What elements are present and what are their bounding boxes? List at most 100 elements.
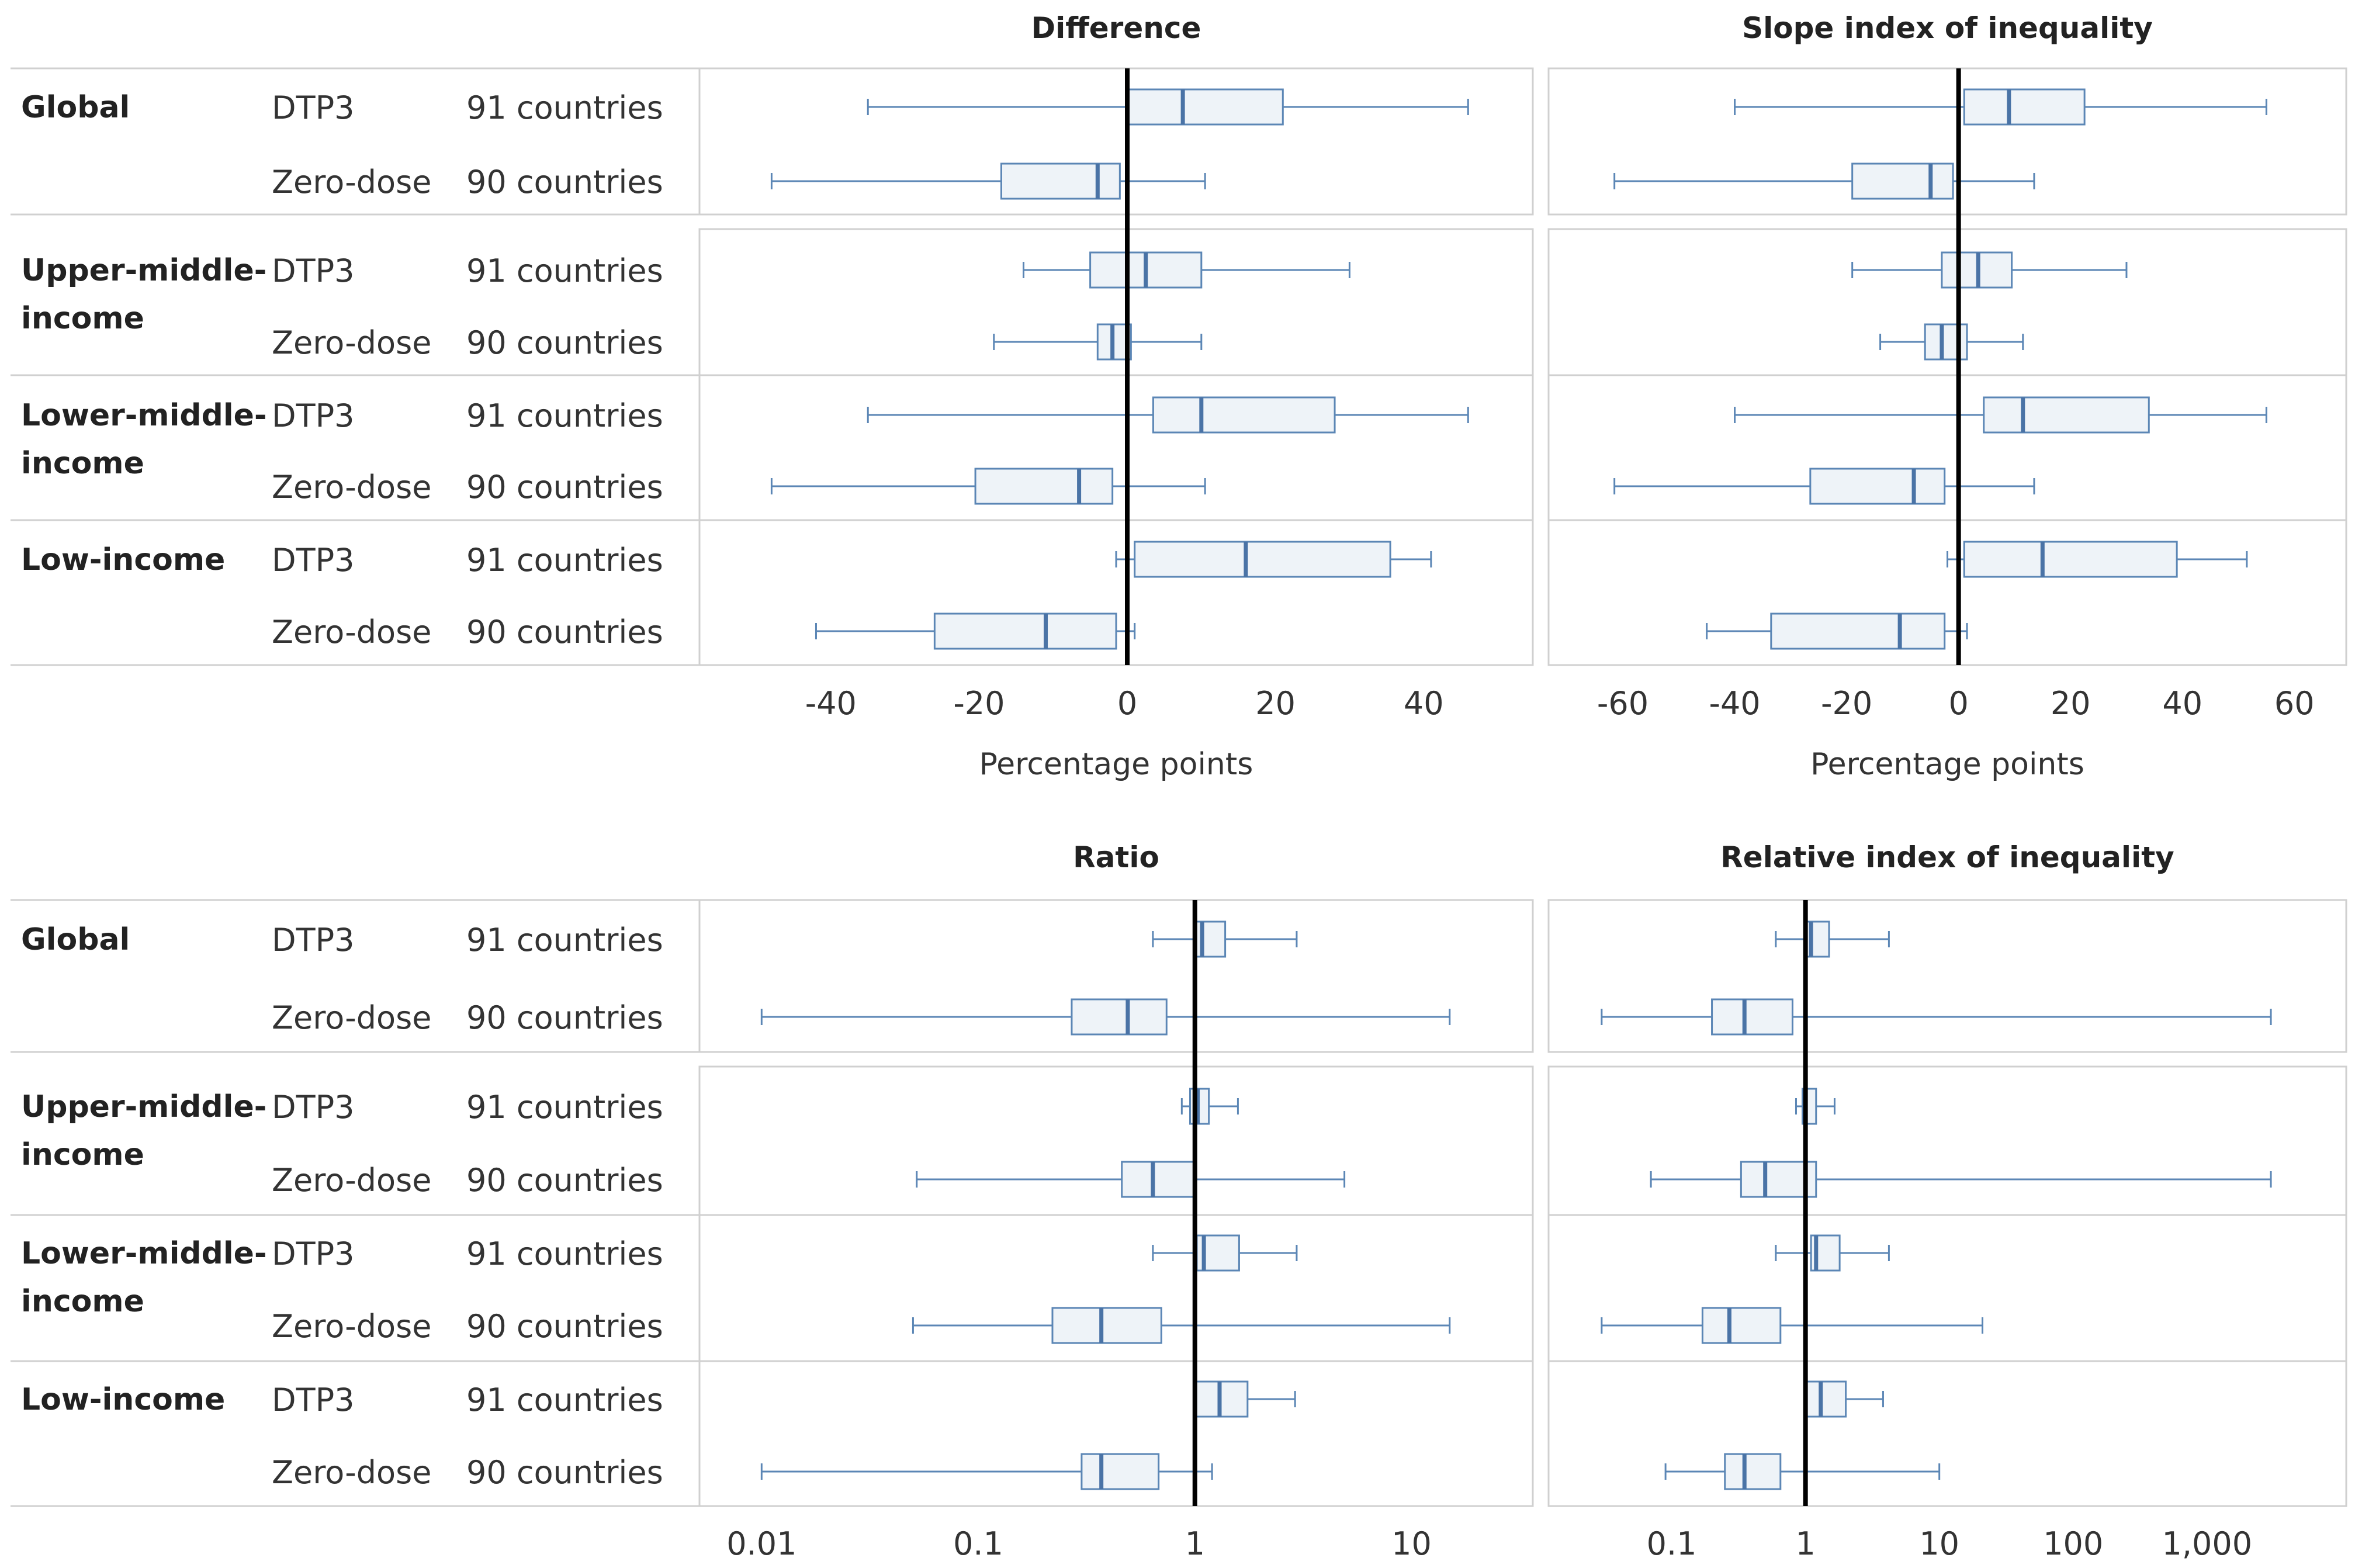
box-low-income-dtp3 [1194, 1380, 1296, 1418]
box-lower-middle-income-zero-dose [1601, 1307, 1983, 1344]
country-count-label: 90 countries [466, 1308, 663, 1345]
x-tick-label: 1,000 [2162, 1525, 2252, 1562]
box-global-dtp3 [867, 88, 1469, 126]
country-count-label: 91 countries [466, 1235, 663, 1272]
panel-title: Ratio [1073, 840, 1159, 874]
indicator-label-zero-dose: Zero-dose [272, 1308, 431, 1345]
panel-title: Slope index of inequality [1742, 11, 2153, 45]
x-tick-label: 20 [2051, 685, 2091, 722]
group-label-upper-middle-income: income [21, 301, 144, 336]
x-tick-label: -40 [805, 685, 857, 722]
x-tick-label: 0.01 [726, 1525, 796, 1562]
x-axis-label: Percentage points [979, 747, 1253, 782]
box-upper-middle-income-zero-dose [1879, 323, 2024, 361]
indicator-label-dtp3: DTP3 [272, 1235, 355, 1272]
group-label-lower-middle-income: income [21, 1284, 144, 1319]
box-low-income-dtp3 [1805, 1380, 1884, 1418]
group-frame [698, 1065, 1534, 1216]
group-label-lower-middle-income: Lower-middle- [21, 398, 267, 433]
section-absolute: Global DTP3 91 countries Zero-dose 90 countr… [11, 11, 2347, 782]
country-count-label: 90 countries [466, 1454, 663, 1491]
country-count-label: 91 countries [466, 542, 663, 579]
x-tick-label: 20 [1255, 685, 1296, 722]
group-frame [1547, 67, 2347, 216]
country-count-label: 91 countries [466, 1382, 663, 1418]
country-count-label: 91 countries [466, 252, 663, 289]
box-iqr [974, 468, 1114, 505]
box-low-income-dtp3 [1947, 541, 2248, 578]
box-lower-middle-income-zero-dose [770, 468, 1206, 505]
box-iqr [1121, 1161, 1195, 1198]
indicator-label-zero-dose: Zero-dose [272, 1454, 431, 1491]
x-tick-label: -20 [953, 685, 1005, 722]
x-tick-label: -20 [1821, 685, 1872, 722]
box-low-income-zero-dose [1706, 612, 1968, 650]
box-low-income-zero-dose [760, 1453, 1213, 1490]
box-global-dtp3 [1152, 920, 1298, 958]
group-frame [698, 519, 1534, 666]
x-axis-label: Percentage points [1810, 747, 2084, 782]
box-iqr [1711, 998, 1793, 1036]
indicator-label-zero-dose: Zero-dose [272, 164, 431, 200]
x-tick-label: 10 [1391, 1525, 1432, 1562]
row-label-block: Global DTP3 91 countries Zero-dose 90 countr… [11, 67, 699, 666]
country-count-label: 90 countries [466, 1162, 663, 1199]
box-lower-middle-income-dtp3 [1152, 1234, 1298, 1272]
box-lower-middle-income-zero-dose [912, 1307, 1451, 1344]
panel-ratio: Ratio 0.01 0.1 1 10 [698, 840, 1534, 1562]
box-iqr [1080, 1453, 1160, 1490]
box-global-zero-dose [1613, 162, 2035, 200]
x-tick-label: 10 [1919, 1525, 1959, 1562]
country-count-label: 90 countries [466, 999, 663, 1036]
group-label-global: Global [21, 922, 130, 957]
box-global-zero-dose [760, 998, 1451, 1036]
group-frame [698, 67, 1534, 216]
box-iqr [1000, 162, 1121, 200]
group-frame [1547, 1065, 2347, 1216]
box-iqr [1051, 1307, 1162, 1344]
box-upper-middle-income-zero-dose [993, 323, 1203, 361]
indicator-label-zero-dose: Zero-dose [272, 614, 431, 650]
group-frame [1547, 1214, 2347, 1362]
box-lower-middle-income-dtp3 [1775, 1234, 1890, 1272]
x-tick-label: 60 [2274, 685, 2315, 722]
row-label-block: Global DTP3 91 countries Zero-dose 90 countr… [11, 899, 699, 1507]
x-tick-label: 0 [1948, 685, 1968, 722]
indicator-label-zero-dose: Zero-dose [272, 1162, 431, 1199]
box-iqr [1194, 920, 1227, 958]
group-frame [698, 1360, 1534, 1507]
x-tick-label: 0.1 [1647, 1525, 1697, 1562]
group-frame [1547, 899, 2347, 1053]
panel-slope-index-of-inequality: Slope index of inequality -60 -40 -20 0 20 40 6… [1547, 11, 2347, 782]
box-upper-middle-income-dtp3 [1180, 1088, 1239, 1125]
group-frame [1547, 374, 2347, 521]
box-upper-middle-income-dtp3 [1023, 251, 1350, 289]
x-tick-label: 100 [2043, 1525, 2103, 1562]
x-tick-label: 40 [2162, 685, 2202, 722]
x-tick-label: 1 [1185, 1525, 1205, 1562]
group-frame [698, 374, 1534, 521]
group-frame [698, 899, 1534, 1053]
box-global-dtp3 [1734, 88, 2267, 126]
box-iqr [1071, 998, 1168, 1036]
country-count-label: 91 countries [466, 397, 663, 434]
box-iqr [1963, 541, 2178, 578]
group-label-low-income: Low-income [21, 542, 225, 577]
indicator-label-dtp3: DTP3 [272, 542, 355, 579]
box-global-zero-dose [770, 162, 1206, 200]
box-lower-middle-income-dtp3 [1734, 396, 2267, 434]
indicator-label-dtp3: DTP3 [272, 922, 355, 958]
box-low-income-dtp3 [1115, 541, 1432, 578]
group-label-lower-middle-income: Lower-middle- [21, 1236, 267, 1271]
indicator-label-dtp3: DTP3 [272, 1089, 355, 1126]
panel-difference: Difference -40 -20 0 20 40 Percentage points [698, 11, 1534, 782]
country-count-label: 91 countries [466, 922, 663, 958]
group-label-global: Global [21, 90, 130, 125]
country-count-label: 90 countries [466, 324, 663, 361]
box-upper-middle-income-zero-dose [1650, 1161, 2272, 1198]
group-label-upper-middle-income: Upper-middle- [21, 1089, 266, 1124]
panel-title: Relative index of inequality [1720, 840, 2174, 874]
box-low-income-zero-dose [815, 612, 1136, 650]
x-tick-label: 40 [1404, 685, 1444, 722]
